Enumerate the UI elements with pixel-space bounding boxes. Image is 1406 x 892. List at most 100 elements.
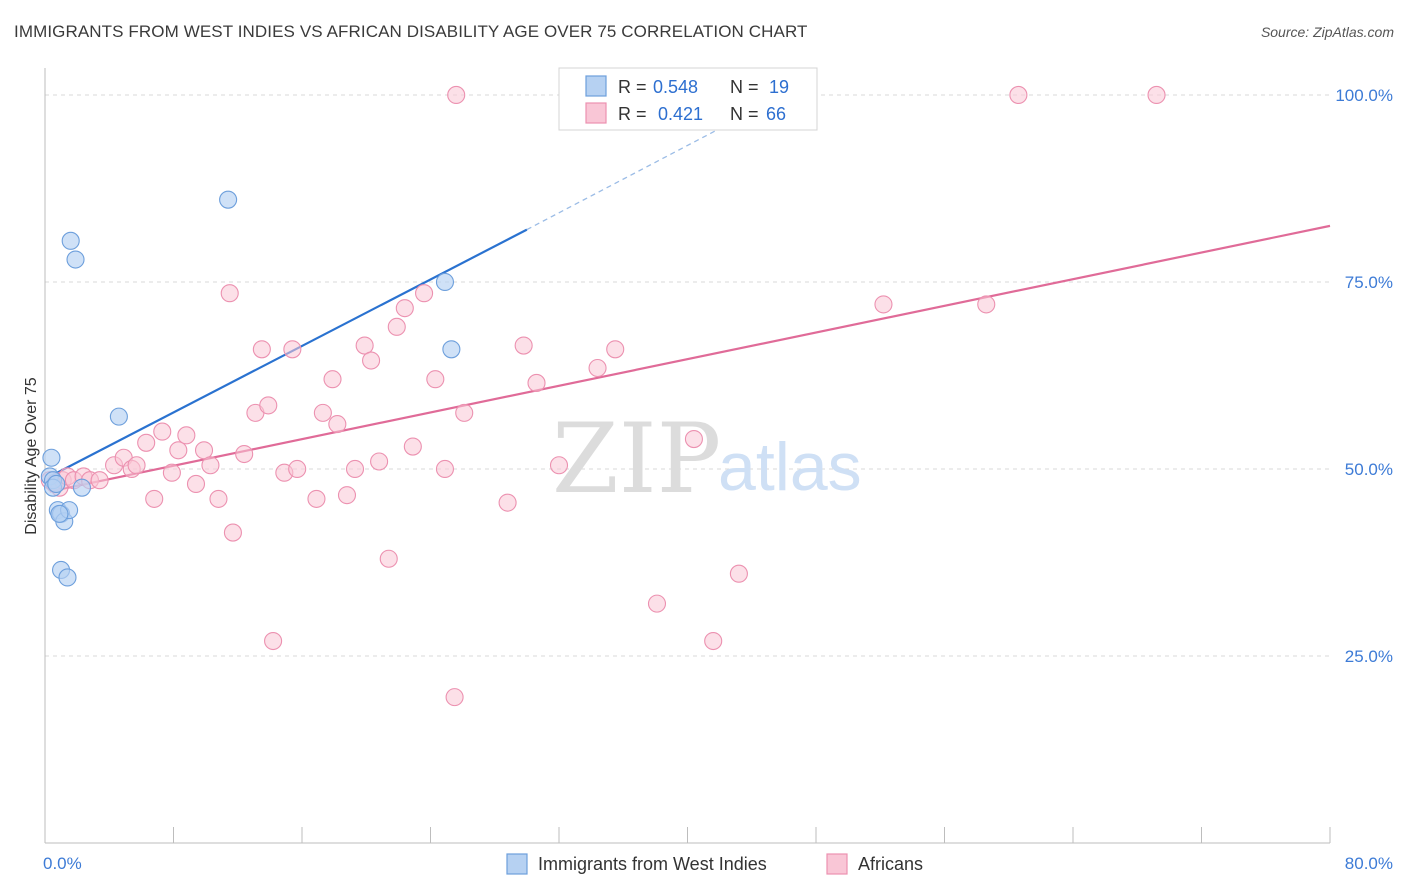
africans-point-63 <box>874 295 893 314</box>
bottom-legend: Immigrants from West Indies Africans <box>506 853 923 875</box>
watermark-zip: ZIP <box>552 403 721 515</box>
west-indies-point-14 <box>219 190 238 209</box>
africans-point-31 <box>283 340 302 359</box>
west-indies-trend-extension <box>526 94 785 231</box>
west-indies-point-8 <box>72 478 91 497</box>
africans-point-45 <box>403 437 422 456</box>
bottom-legend-label-africans: Africans <box>858 854 923 874</box>
africans-points <box>40 85 1166 707</box>
africans-point-57 <box>588 358 607 378</box>
africans-point-50 <box>455 403 474 422</box>
africans-point-51 <box>447 85 466 105</box>
legend-swatch-blue <box>585 75 607 97</box>
west-indies-points <box>40 190 461 587</box>
west-indies-point-16 <box>442 340 461 359</box>
watermark: ZIP atlas <box>552 403 862 515</box>
africans-point-61 <box>704 631 723 651</box>
africans-point-46 <box>415 284 434 303</box>
x-tick-labels: 0.0% 80.0% <box>43 854 1393 873</box>
y-axis-label: Disability Age Over 75 <box>23 377 40 535</box>
africans-point-41 <box>370 452 389 471</box>
africans-point-23 <box>220 284 239 303</box>
africans-point-59 <box>647 594 667 613</box>
africans-point-32 <box>288 459 307 479</box>
africans-point-21 <box>201 456 220 475</box>
africans-point-53 <box>514 336 533 355</box>
africans-point-64 <box>977 295 996 314</box>
x-tick-label-min: 0.0% <box>43 854 82 873</box>
africans-point-58 <box>606 340 625 359</box>
africans-point-35 <box>323 370 342 389</box>
chart-title: IMMIGRANTS FROM WEST INDIES VS AFRICAN D… <box>14 22 808 41</box>
west-indies-point-3 <box>42 448 61 467</box>
africans-point-43 <box>387 317 406 336</box>
africans-point-22 <box>209 489 228 508</box>
africans-point-47 <box>426 370 445 389</box>
africans-trend-line <box>49 224 1331 493</box>
africans-point-16 <box>162 463 181 482</box>
legend-r-label-1: R = <box>618 77 647 97</box>
chart-source: Source: ZipAtlas.com <box>1260 24 1394 40</box>
africans-point-48 <box>435 459 455 479</box>
x-tick-label-max: 80.0% <box>1345 854 1393 873</box>
bottom-legend-swatch-blue <box>506 853 528 875</box>
africans-point-54 <box>527 373 546 393</box>
africans-point-25 <box>235 444 254 464</box>
y-tick-labels: 25.0% 50.0% 75.0% 100.0% <box>1335 86 1393 666</box>
y-tick-label-3: 100.0% <box>1335 86 1393 105</box>
africans-point-24 <box>223 523 242 542</box>
west-indies-point-11 <box>61 231 80 250</box>
africans-point-38 <box>345 459 365 479</box>
africans-point-62 <box>729 564 748 583</box>
west-indies-point-15 <box>435 272 455 292</box>
west-indies-point-13 <box>109 407 128 426</box>
africans-point-37 <box>337 486 357 505</box>
africans-point-40 <box>362 351 381 370</box>
africans-point-44 <box>395 299 414 318</box>
africans-point-17 <box>169 441 188 460</box>
legend-n-label-1: N = <box>730 77 759 97</box>
africans-point-34 <box>313 403 332 422</box>
africans-point-19 <box>186 474 206 493</box>
legend-n-value-1: 19 <box>769 77 789 97</box>
west-indies-point-17 <box>47 474 66 493</box>
africans-point-27 <box>252 340 271 359</box>
africans-point-49 <box>445 688 464 707</box>
africans-point-55 <box>549 456 569 475</box>
legend-r-value-1: 0.548 <box>653 77 698 97</box>
africans-point-15 <box>153 422 172 441</box>
africans-point-60 <box>684 430 703 449</box>
africans-point-39 <box>355 336 374 355</box>
africans-point-29 <box>264 631 283 651</box>
legend-r-label-2: R = <box>618 104 647 124</box>
west-indies-point-12 <box>66 250 85 269</box>
africans-point-33 <box>307 489 326 508</box>
bottom-legend-label-west-indies: Immigrants from West Indies <box>538 854 767 874</box>
legend-n-label-2: N = <box>730 104 759 124</box>
west-indies-point-10 <box>58 568 77 587</box>
africans-point-12 <box>127 456 146 475</box>
legend-r-value-2: 0.421 <box>658 104 703 124</box>
west-indies-point-18 <box>50 504 69 523</box>
africans-point-66 <box>1147 85 1166 105</box>
grid-lines <box>45 94 1330 657</box>
africans-point-13 <box>137 433 156 452</box>
africans-point-28 <box>259 396 278 415</box>
y-tick-label-0: 25.0% <box>1345 647 1393 666</box>
africans-point-20 <box>194 441 214 460</box>
watermark-atlas: atlas <box>718 429 862 505</box>
legend-n-value-2: 66 <box>766 104 786 124</box>
y-tick-label-1: 50.0% <box>1345 460 1393 479</box>
legend-swatch-pink <box>585 102 607 124</box>
africans-point-36 <box>328 415 347 434</box>
bottom-legend-swatch-pink <box>826 853 848 875</box>
africans-point-8 <box>90 471 109 490</box>
africans-point-52 <box>498 493 517 512</box>
y-tick-label-2: 75.0% <box>1345 273 1393 292</box>
africans-point-18 <box>177 426 196 445</box>
africans-point-14 <box>145 489 164 508</box>
africans-point-65 <box>1009 85 1028 105</box>
africans-point-42 <box>379 549 398 568</box>
legend: R = 0.548 N = 19 R = 0.421 N = 66 <box>558 67 818 131</box>
